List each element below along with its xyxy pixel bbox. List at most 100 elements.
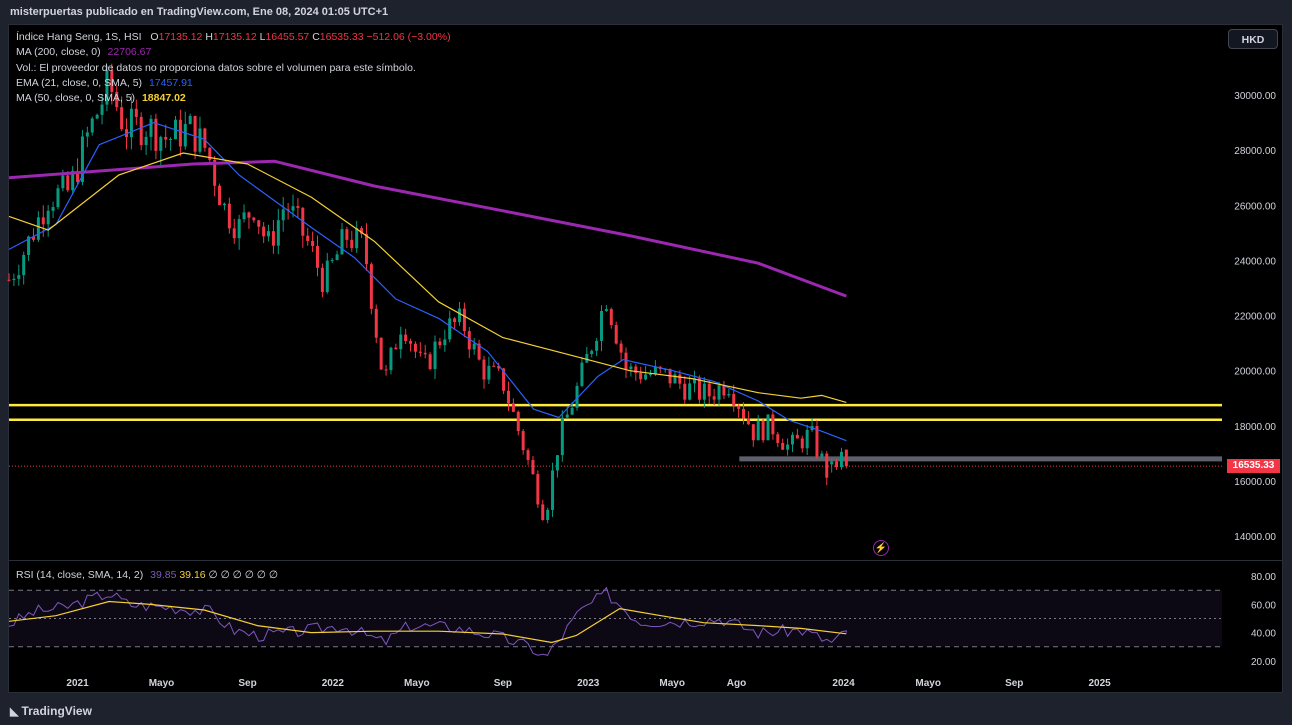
candle-body <box>399 334 403 350</box>
legend-ema21-label: EMA (21, close, 0, SMA, 5) <box>16 77 143 89</box>
x-tick-label: Ago <box>727 678 746 689</box>
candle-body <box>467 331 471 350</box>
candle-body <box>600 310 604 341</box>
x-tick-label: Sep <box>1005 678 1023 689</box>
candle-body <box>526 450 530 460</box>
y-tick-label: 30000.00 <box>1234 91 1276 102</box>
legend-l-label: L <box>259 31 266 43</box>
candle-body <box>218 185 222 206</box>
candle-body <box>722 385 726 396</box>
legend-rsi-ma-value: 39.16 <box>179 569 206 581</box>
y-tick-label: 24000.00 <box>1234 256 1276 267</box>
candle-body <box>487 365 491 380</box>
candle-body <box>330 260 334 262</box>
candle-body <box>742 408 746 419</box>
candle-body <box>262 226 266 237</box>
y-tick-label: 28000.00 <box>1234 146 1276 157</box>
candle-body <box>825 453 829 478</box>
candle-body <box>580 362 584 386</box>
candle-body <box>85 132 89 137</box>
candle-body <box>271 231 275 246</box>
candle-body <box>311 240 315 247</box>
current-price-label: 16535.33 <box>1227 459 1280 473</box>
candle-body <box>56 188 60 208</box>
candle-body <box>727 394 731 396</box>
candle-body <box>688 383 692 400</box>
x-tick-label: 2021 <box>66 678 89 689</box>
candle-body <box>409 341 413 344</box>
candle-body <box>120 107 124 130</box>
candle-body <box>384 369 388 371</box>
candle-body <box>590 350 594 355</box>
candle-body <box>281 209 285 221</box>
candle-body <box>51 207 55 211</box>
candle-body <box>492 365 496 367</box>
candle-body <box>36 217 40 240</box>
candle-body <box>516 411 520 432</box>
candle-body <box>839 451 843 468</box>
candle-body <box>129 108 133 138</box>
candle-body <box>374 308 378 338</box>
x-tick-label: Mayo <box>149 678 175 689</box>
candle-body <box>389 347 393 371</box>
candle-body <box>203 128 207 148</box>
y-tick-label: 22000.00 <box>1234 312 1276 323</box>
x-tick-label: Sep <box>238 678 256 689</box>
candle-body <box>575 385 579 408</box>
candle-body <box>80 136 84 183</box>
candle-body <box>604 309 608 311</box>
candle-body <box>198 128 202 152</box>
candle-body <box>139 116 143 146</box>
candle-body <box>595 340 599 351</box>
candle-body <box>790 434 794 445</box>
candle-body <box>222 203 226 206</box>
candle-body <box>379 337 383 370</box>
currency-button[interactable]: HKD <box>1228 29 1278 49</box>
candle-body <box>95 114 99 119</box>
legend-open: 17135.12 <box>158 31 203 43</box>
candle-body <box>369 264 373 309</box>
candle-body <box>291 206 295 211</box>
candle-body <box>76 170 80 183</box>
candle-body <box>800 438 804 449</box>
candle-body <box>546 509 550 521</box>
candle-body <box>472 343 476 350</box>
candle-body <box>634 366 638 373</box>
candle-body <box>697 378 701 400</box>
candle-body <box>815 425 819 457</box>
candle-body <box>237 219 241 239</box>
candle-body <box>453 318 457 323</box>
y-tick-label: 14000.00 <box>1234 532 1276 543</box>
candle-body <box>149 118 153 137</box>
candle-body <box>71 170 75 191</box>
x-tick-label: 2022 <box>322 678 345 689</box>
candle-body <box>232 228 236 239</box>
candle-body <box>41 217 45 225</box>
brand-name: TradingView <box>21 704 92 718</box>
candle-body <box>502 368 506 391</box>
rsi-ma-line <box>8 600 847 644</box>
legend-h-label: H <box>205 31 213 43</box>
candle-body <box>702 383 706 400</box>
tradingview-logo[interactable]: ◣ TradingView <box>10 704 92 718</box>
flash-icon[interactable]: ⚡ <box>873 540 889 556</box>
legend-ma50-value: 18847.02 <box>141 92 186 104</box>
candle-body <box>306 235 310 241</box>
candle-body <box>90 118 94 133</box>
candle-body <box>340 229 344 255</box>
legend-ohlc: Índice Hang Seng, 1S, HSI O17135.12 H171… <box>16 31 451 43</box>
candle-body <box>100 104 104 115</box>
candle-body <box>46 210 50 225</box>
candle-body <box>560 417 564 456</box>
candle-body <box>17 275 21 279</box>
footer-bar <box>0 695 1292 725</box>
candle-body <box>624 352 628 370</box>
candle-body <box>164 136 168 140</box>
y-tick-label: 16000.00 <box>1234 477 1276 488</box>
candle-body <box>737 405 741 409</box>
x-tick-label: 2023 <box>577 678 600 689</box>
candle-body <box>350 239 354 249</box>
candle-body <box>781 442 785 450</box>
candle-body <box>678 374 682 384</box>
